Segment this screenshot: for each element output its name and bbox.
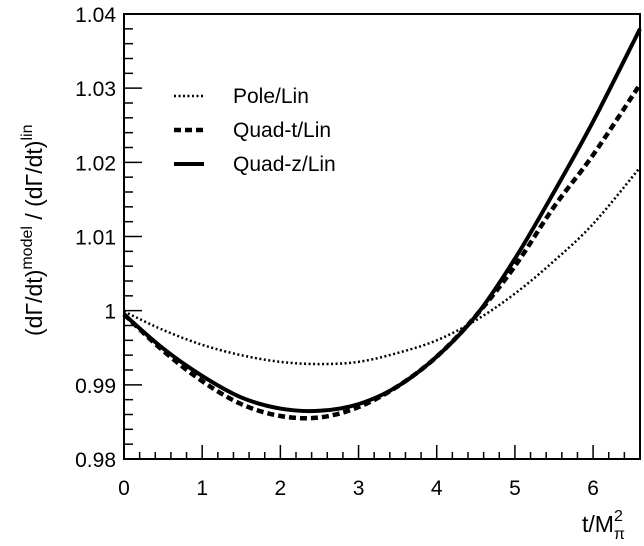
x-tick-label: 5 bbox=[509, 477, 521, 500]
legend: Pole/Lin Quad-t/Lin Quad-z/Lin bbox=[174, 85, 336, 176]
x-tick-label: 3 bbox=[353, 477, 365, 500]
x-tick-label: 4 bbox=[431, 477, 443, 500]
series-line-quad-z-lin bbox=[122, 27, 642, 414]
y-tick-label: 0.98 bbox=[75, 449, 116, 472]
plot-area bbox=[123, 13, 641, 460]
series-line-pole-lin bbox=[123, 166, 641, 366]
y-tick-label: 1.02 bbox=[75, 152, 116, 175]
legend-label: Quad-z/Lin bbox=[233, 153, 336, 176]
y-tick-label: 1.01 bbox=[75, 227, 116, 250]
x-axis-title: t/M2 π bbox=[582, 508, 625, 543]
y-axis: 0.98 0.99 1 1.01 1.02 1.03 1.04 bbox=[75, 4, 142, 472]
x-tick-label: 0 bbox=[118, 477, 130, 500]
y-tick-label: 0.99 bbox=[75, 375, 116, 398]
plot-border bbox=[123, 13, 641, 460]
x-axis: 0 1 2 3 4 5 6 bbox=[118, 445, 641, 500]
legend-label: Quad-t/Lin bbox=[233, 119, 331, 142]
x-tick-label: 2 bbox=[275, 477, 287, 500]
x-tick-label: 6 bbox=[587, 477, 599, 500]
y-axis-title: (dΓ/dt)model / (dΓ/dt)lin bbox=[19, 125, 47, 336]
x-tick-label: 1 bbox=[196, 477, 208, 500]
legend-label: Pole/Lin bbox=[233, 85, 309, 108]
y-tick-label: 1.03 bbox=[75, 78, 116, 101]
series-line-quad-t-lin bbox=[122, 83, 642, 421]
y-tick-label: 1 bbox=[104, 301, 116, 324]
series-layer bbox=[122, 27, 642, 421]
y-tick-label: 1.04 bbox=[75, 4, 116, 27]
